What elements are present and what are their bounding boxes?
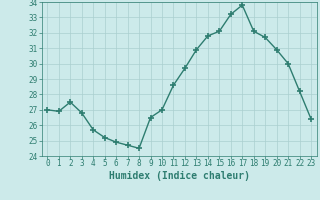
X-axis label: Humidex (Indice chaleur): Humidex (Indice chaleur) bbox=[109, 171, 250, 181]
